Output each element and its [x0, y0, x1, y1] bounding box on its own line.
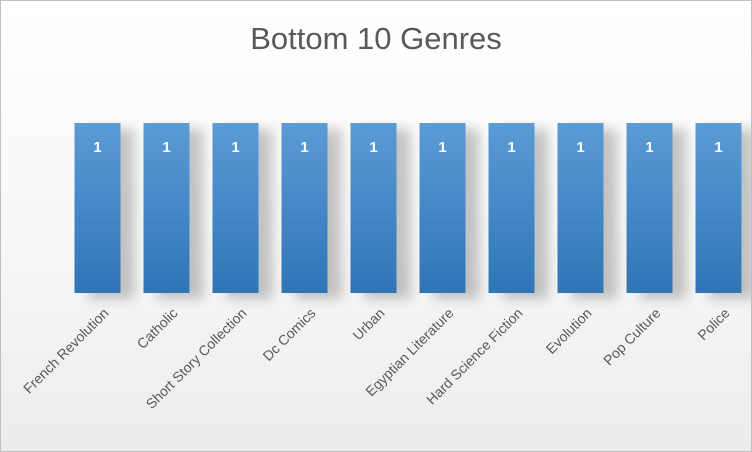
- data-label: 1: [300, 139, 308, 156]
- bar-evolution: [557, 123, 604, 293]
- data-label: 1: [162, 139, 170, 156]
- data-label: 1: [645, 139, 653, 156]
- chart-title: Bottom 10 Genres: [250, 21, 502, 56]
- bar-pop-culture: [626, 123, 673, 293]
- category-label: Evolution: [543, 305, 595, 357]
- data-label: 1: [576, 139, 584, 156]
- category-label: Catholic: [134, 305, 181, 352]
- bar-police: [695, 123, 742, 293]
- bar-short-story-collection: [212, 123, 259, 293]
- bar-urban: [350, 123, 397, 293]
- category-label: Police: [694, 305, 732, 343]
- bar-catholic: [143, 123, 190, 293]
- category-label: Dc Comics: [259, 305, 318, 364]
- category-label: Urban: [349, 305, 387, 343]
- data-label: 1: [231, 139, 239, 156]
- bar-hard-science-fiction: [488, 123, 535, 293]
- data-label: 1: [93, 139, 101, 156]
- data-label: 1: [369, 139, 377, 156]
- data-label: 1: [714, 139, 722, 156]
- data-label: 1: [438, 139, 446, 156]
- category-label: Pop Culture: [600, 305, 664, 369]
- bar-french-revolution: [74, 123, 121, 293]
- bar-dc-comics: [281, 123, 328, 293]
- bars-layer: 1 1 1 1 1 1 1 1 1 1: [74, 123, 742, 293]
- bar-egyptian-literature: [419, 123, 466, 293]
- category-label: French Revolution: [20, 305, 112, 397]
- data-label: 1: [507, 139, 515, 156]
